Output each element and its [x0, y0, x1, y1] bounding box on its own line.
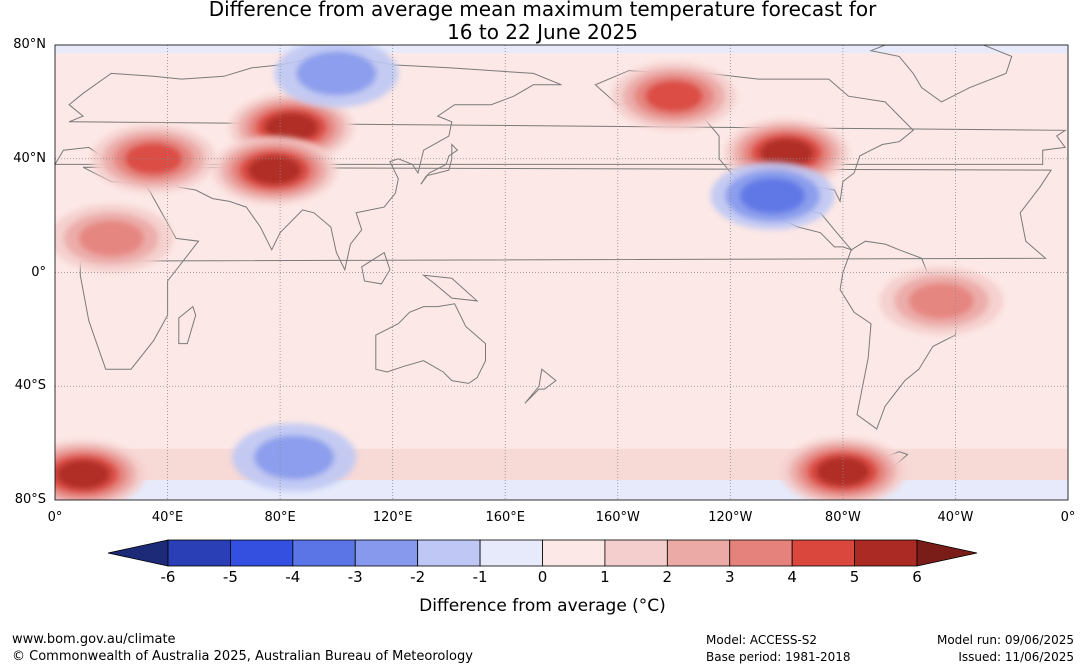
colorbar-segment — [417, 539, 481, 567]
longitude-label: 80°E — [264, 510, 296, 525]
anomaly-region — [55, 204, 174, 273]
colorbar-segment — [230, 539, 294, 567]
chart-title-line1: Difference from average mean maximum tem… — [208, 0, 877, 21]
colorbar-tick: 2 — [662, 568, 673, 586]
colorbar-tick: -3 — [347, 568, 363, 586]
anomaly-region — [55, 440, 146, 500]
anomaly-region — [710, 161, 835, 230]
colorbar-segment — [167, 539, 231, 567]
map-frame — [54, 44, 1069, 501]
footer-website: www.bom.gov.au/climate — [12, 632, 176, 647]
colorbar-tick: -2 — [410, 568, 426, 586]
latitude-label: 40°N — [13, 150, 46, 166]
longitude-label: 80°W — [824, 510, 861, 525]
anomaly-region — [212, 136, 337, 205]
colorbar-tick: -1 — [472, 568, 488, 586]
anomaly-region — [879, 266, 1004, 335]
longitude-label: 160°E — [485, 510, 525, 525]
colorbar-max-arrow — [916, 539, 978, 567]
coast-madagascar — [178, 305, 197, 345]
colorbar-tick: -4 — [285, 568, 301, 586]
coast-australia — [375, 303, 486, 384]
coast-greenland — [869, 45, 1013, 103]
coast-borneo — [361, 251, 391, 285]
longitude-label: 0° — [47, 510, 63, 525]
colorbar-tick: 3 — [724, 568, 735, 586]
colorbar-segment — [729, 539, 793, 567]
footer-issued: Issued: 11/06/2025 — [958, 650, 1074, 664]
anomaly-region — [612, 62, 737, 131]
coast-japan — [420, 143, 459, 185]
longitude-label: 40°E — [151, 510, 184, 525]
colorbar-segment — [542, 539, 606, 567]
colorbar-tick: -5 — [222, 568, 238, 586]
latitude-label: 0° — [31, 264, 46, 280]
chart-title-line2: 16 to 22 June 2025 — [447, 20, 638, 44]
colorbar-segment — [354, 539, 419, 567]
colorbar-label: Difference from average (°C) — [419, 596, 666, 616]
anomaly-region — [91, 124, 216, 193]
longitude-label: 40°W — [937, 510, 974, 525]
footer-copyright: © Commonwealth of Australia 2025, Austra… — [12, 649, 473, 664]
colorbar-segment — [479, 539, 543, 567]
colorbar-segment — [666, 539, 731, 567]
colorbar-segment — [791, 539, 855, 567]
colorbar-tick: 5 — [849, 568, 860, 586]
colorbar-tick: 0 — [537, 568, 548, 586]
latitude-label: 80°S — [14, 492, 46, 507]
longitude-label: 0° — [1060, 510, 1076, 525]
arctic-band — [55, 45, 1068, 53]
coast-south-america — [839, 240, 970, 430]
latitude-label: 40°S — [14, 378, 46, 394]
colorbar-min-arrow — [107, 539, 169, 567]
anomaly-regions — [55, 45, 1004, 500]
colorbar-tick: 4 — [787, 568, 797, 586]
footer-base-period: Base period: 1981-2018 — [706, 650, 851, 664]
graticule — [55, 45, 1068, 500]
longitude-label: 120°E — [372, 510, 413, 525]
colorbar-segment — [292, 539, 356, 567]
anomaly-region — [274, 45, 399, 108]
anomaly-region — [232, 423, 357, 492]
colorbar-segment — [604, 539, 668, 567]
longitude-label: 120°W — [708, 510, 753, 525]
colorbar-tick: 1 — [600, 568, 610, 586]
latitude-label: 80°N — [13, 37, 46, 52]
colorbar-tick: 6 — [912, 568, 922, 586]
coast-europe-asia — [55, 52, 1067, 272]
longitude-label: 160°W — [595, 510, 640, 525]
colorbar-segment — [854, 539, 918, 567]
footer-model: Model: ACCESS-S2 — [706, 633, 818, 647]
coast-new-guinea — [421, 274, 479, 302]
footer-model-run: Model run: 09/06/2025 — [936, 633, 1074, 647]
colorbar-tick: -6 — [160, 568, 176, 586]
